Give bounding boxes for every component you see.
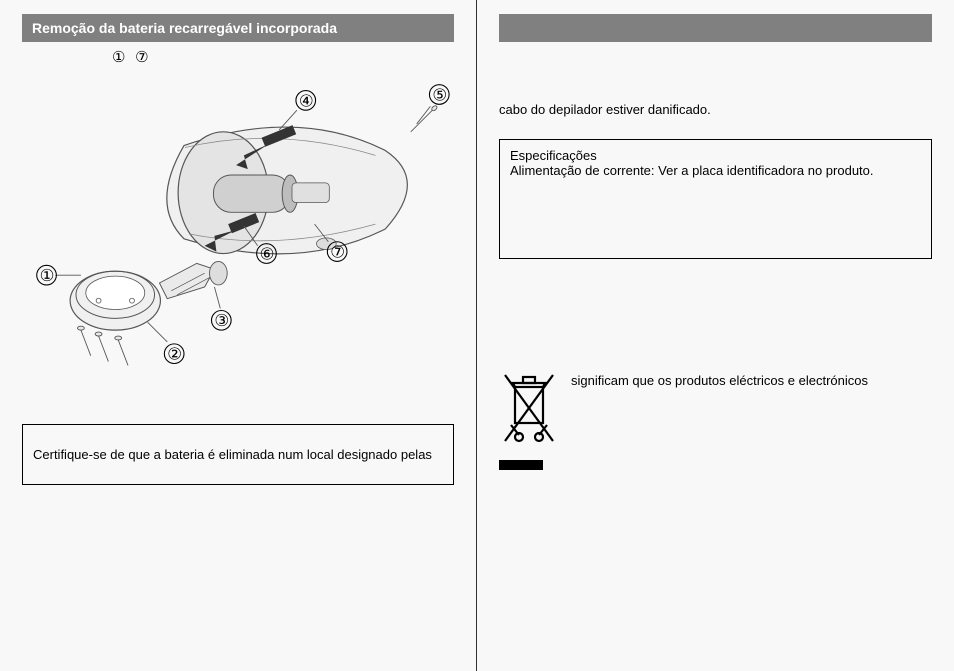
base-cap <box>70 271 160 330</box>
weee-text: significam que os produtos eléctricos e … <box>571 369 868 388</box>
spec-line: Alimentação de corrente: Ver a placa ide… <box>510 163 921 178</box>
section-header-right <box>499 14 932 42</box>
callout-7: ⑦ <box>330 242 345 261</box>
weee-icon-block <box>499 369 559 470</box>
spec-title: Especificações <box>510 148 921 163</box>
step-marker-7: ⑦ <box>135 48 148 66</box>
step-marker-1: ① <box>112 48 125 66</box>
callout-5: ⑤ <box>432 85 447 104</box>
weee-underline-bar <box>499 460 543 470</box>
exploded-diagram: ① ② ③ ④ ⑤ ⑥ ⑦ <box>22 74 454 384</box>
body-shell <box>167 127 408 254</box>
screw-top-right <box>411 105 438 132</box>
contact-clip <box>159 261 227 298</box>
disposal-note-box: Certifique-se de que a bateria é elimina… <box>22 424 454 485</box>
weee-icon <box>499 369 559 449</box>
specifications-box: Especificações Alimentação de corrente: … <box>499 139 932 259</box>
callout-4: ④ <box>299 91 314 110</box>
top-step-markers: ① ⑦ <box>22 48 454 66</box>
callout-1: ① <box>40 266 55 285</box>
callout-6: ⑥ <box>260 244 275 263</box>
screws-bottom <box>77 326 128 365</box>
callout-3: ③ <box>214 311 229 330</box>
cord-damage-text: cabo do depilador estiver danificado. <box>499 102 932 117</box>
section-header-left: Remoção da bateria recarregável incorpor… <box>22 14 454 42</box>
callout-2: ② <box>167 345 182 364</box>
disposal-note-text: Certifique-se de que a bateria é elimina… <box>33 447 432 462</box>
